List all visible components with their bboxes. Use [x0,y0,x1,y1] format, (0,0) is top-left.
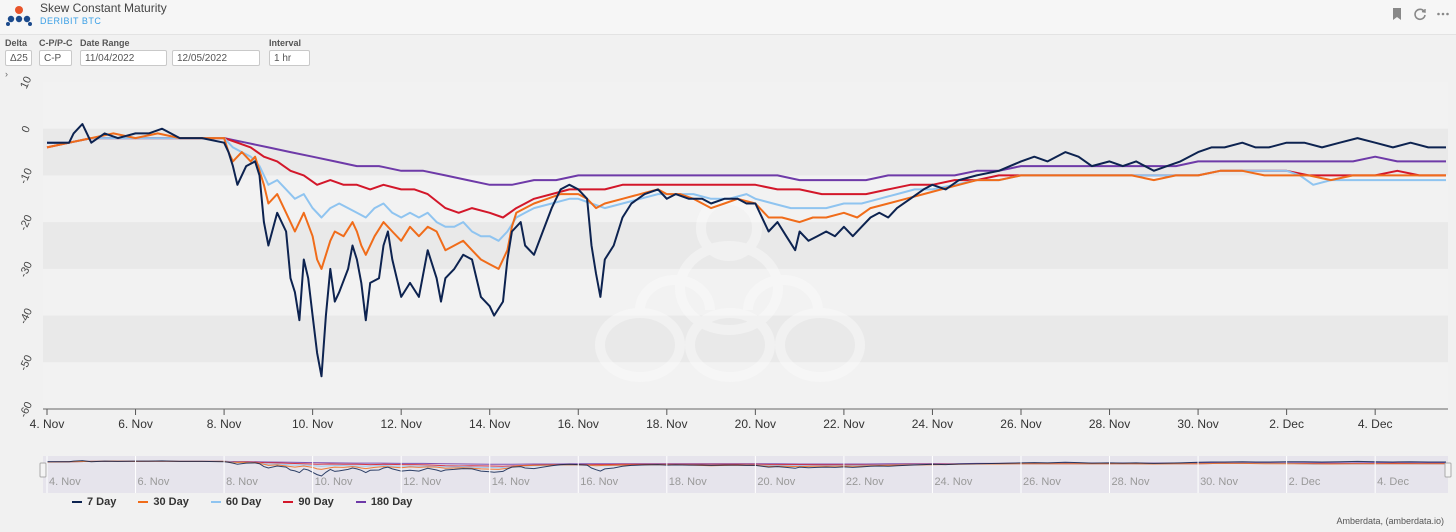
navigator-handle-right[interactable] [1444,462,1452,478]
navigator-tick-label: 12. Nov [403,476,441,488]
x-tick-label: 2. Dec [1269,417,1304,431]
refresh-icon[interactable] [1413,7,1427,21]
interval-label: Interval [269,38,302,48]
date-end-input[interactable]: 12/05/2022 [172,50,260,66]
x-tick-label: 24. Nov [912,417,953,431]
x-axis-ticks: 4. Nov 6. Nov 8. Nov 10. Nov 12. Nov 14. Nov 1… [30,408,1448,431]
legend-swatch [210,501,221,503]
navigator-line-7-day [47,460,1446,477]
header-bar: Skew Constant Maturity DERIBIT BTC [0,0,1456,35]
range-navigator[interactable]: 4. Nov 6. Nov 8. Nov 10. Nov 12. Nov 14. Nov 1… [39,456,1452,493]
legend-swatch [138,501,149,503]
amberdata-logo [6,6,32,26]
y-tick-label: 0 [20,124,33,135]
x-tick-label: 28. Nov [1089,417,1130,431]
y-tick-label: -20 [17,213,35,232]
plot-band [43,175,1448,223]
legend-swatch [355,501,366,503]
legend-item-90-day[interactable]: 90 Day [283,496,334,508]
navigator-tick-label: 28. Nov [1112,476,1150,488]
navigator-tick-label: 8. Nov [226,476,258,488]
navigator-tick-label: 4. Nov [49,476,81,488]
navigator-tick-label: 16. Nov [580,476,618,488]
plot-band [43,128,1448,176]
y-tick-label: -40 [17,307,35,326]
legend-item-180-day[interactable]: 180 Day [355,496,413,508]
navigator-tick-label: 14. Nov [492,476,530,488]
legend-label: 180 Day [370,496,413,508]
x-tick-label: 4. Nov [30,417,65,431]
x-tick-label: 26. Nov [1000,417,1041,431]
page-title: Skew Constant Maturity [40,1,167,15]
interval-control: Interval 1 hr [269,38,310,66]
x-tick-label: 20. Nov [735,417,776,431]
more-icon[interactable] [1436,7,1450,21]
legend-label: 60 Day [225,496,262,508]
navigator-tick-label: 6. Nov [138,476,170,488]
watermark-logo [595,195,866,382]
x-tick-label: 12. Nov [380,417,421,431]
expand-chevron-icon[interactable]: › [5,69,8,79]
navigator-tick-label: 4. Dec [1377,476,1409,488]
series-line-30-day[interactable] [46,132,1446,270]
y-tick-label: -50 [17,353,35,372]
cp-label: C-P/P-C [39,38,73,48]
page-subtitle: DERIBIT BTC [40,16,102,26]
navigator-handle-left[interactable] [39,462,47,478]
credit-text: Amberdata, (amberdata.io) [1336,516,1444,526]
delta-label: Delta [5,38,28,48]
navigator-tick-label: 18. Nov [669,476,707,488]
plot-band [43,82,1448,129]
bookmark-icon[interactable] [1390,7,1404,21]
delta-select[interactable]: Δ25 [5,50,32,66]
x-tick-label: 10. Nov [292,417,333,431]
y-tick-label: 10 [18,75,34,91]
navigator-tick-label: 10. Nov [315,476,353,488]
navigator-tick-label: 20. Nov [757,476,795,488]
x-tick-label: 4. Dec [1358,417,1393,431]
y-tick-label: -30 [17,260,35,279]
x-tick-label: 18. Nov [646,417,687,431]
y-axis-ticks: 100-10-20-30-40-50-60 [17,75,35,420]
interval-select[interactable]: 1 hr [269,50,310,66]
legend-label: 30 Day [153,496,189,508]
navigator-line-180-day [47,460,1446,465]
legend-swatch [72,501,82,503]
series-lines [46,123,1446,378]
x-tick-label: 30. Nov [1177,417,1218,431]
navigator-tick-label: 30. Nov [1200,476,1238,488]
controls-bar: Delta Δ25 C-P/P-C C-P Date Range 11/04/2… [0,38,1456,74]
series-line-180-day[interactable] [47,137,1446,186]
series-line-7-day[interactable] [47,123,1446,378]
delta-control: Delta Δ25 [5,38,32,66]
legend-label: 7 Day [87,496,117,508]
navigator-tick-label: 22. Nov [846,476,884,488]
navigator-tick-label: 24. Nov [934,476,972,488]
navigator-tick-label: 26. Nov [1023,476,1061,488]
cp-select[interactable]: C-P [39,50,72,66]
legend-item-60-day[interactable]: 60 Day [210,496,262,508]
y-tick-label: -10 [17,166,35,185]
x-tick-label: 16. Nov [558,417,599,431]
legend-item-30-day[interactable]: 30 Day [138,496,189,508]
x-tick-label: 22. Nov [823,417,864,431]
navigator-tick-label: 2. Dec [1289,476,1321,488]
date-range-label: Date Range [80,38,130,48]
legend-label: 90 Day [298,496,334,508]
legend: 7 Day 30 Day 60 Day 90 Day 180 Day [72,496,412,508]
date-start-input[interactable]: 11/04/2022 [80,50,167,66]
cp-control: C-P/P-C C-P [39,38,73,66]
date-range-control: Date Range 11/04/2022 12/05/2022 [80,38,260,66]
legend-item-7-day[interactable]: 7 Day [72,496,116,508]
x-tick-label: 14. Nov [469,417,510,431]
x-tick-label: 6. Nov [118,417,153,431]
legend-swatch [283,501,294,503]
x-tick-label: 8. Nov [207,417,242,431]
